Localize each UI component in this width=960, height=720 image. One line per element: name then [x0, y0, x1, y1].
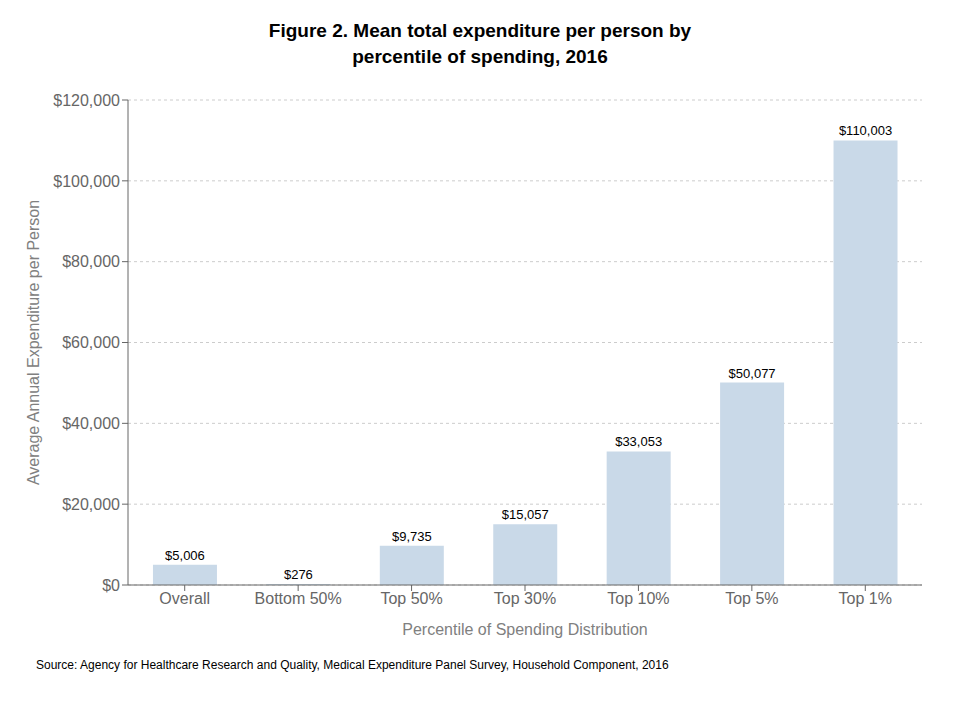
svg-text:Top 10%: Top 10% — [607, 590, 669, 607]
svg-text:$15,057: $15,057 — [502, 507, 549, 522]
svg-text:$0: $0 — [102, 577, 120, 594]
svg-text:$50,077: $50,077 — [729, 366, 776, 381]
html-text:Source: Agency for Healthcare: Source: Agency for Healthcare Research a… — [36, 658, 669, 672]
svg-text:Top 5%: Top 5% — [725, 590, 778, 607]
svg-text:Overall: Overall — [159, 590, 210, 607]
html-text:percentile of spending, 2016: percentile of spending, 2016 — [352, 46, 608, 67]
svg-text:$80,000: $80,000 — [62, 253, 120, 270]
svg-text:$33,053: $33,053 — [615, 434, 662, 449]
svg-text:Top 50%: Top 50% — [380, 590, 442, 607]
svg-text:Average Annual Expenditure per: Average Annual Expenditure per Person — [25, 200, 42, 485]
svg-text:$110,003: $110,003 — [839, 123, 892, 138]
svg-text:Top 1%: Top 1% — [839, 590, 892, 607]
svg-text:$9,735: $9,735 — [392, 529, 432, 544]
svg-text:$5,006: $5,006 — [165, 548, 205, 563]
svg-text:$60,000: $60,000 — [62, 334, 120, 351]
svg-text:$120,000: $120,000 — [53, 92, 120, 109]
svg-text:$40,000: $40,000 — [62, 415, 120, 432]
svg-text:Bottom 50%: Bottom 50% — [255, 590, 342, 607]
svg-text:Percentile of Spending Distrib: Percentile of Spending Distribution — [402, 621, 647, 638]
svg-text:Top 30%: Top 30% — [494, 590, 556, 607]
svg-text:$276: $276 — [284, 567, 313, 582]
svg-text:$100,000: $100,000 — [53, 173, 120, 190]
html-text:Figure 2. Mean total expenditu: Figure 2. Mean total expenditure per per… — [268, 20, 692, 41]
svg-text:$20,000: $20,000 — [62, 496, 120, 513]
